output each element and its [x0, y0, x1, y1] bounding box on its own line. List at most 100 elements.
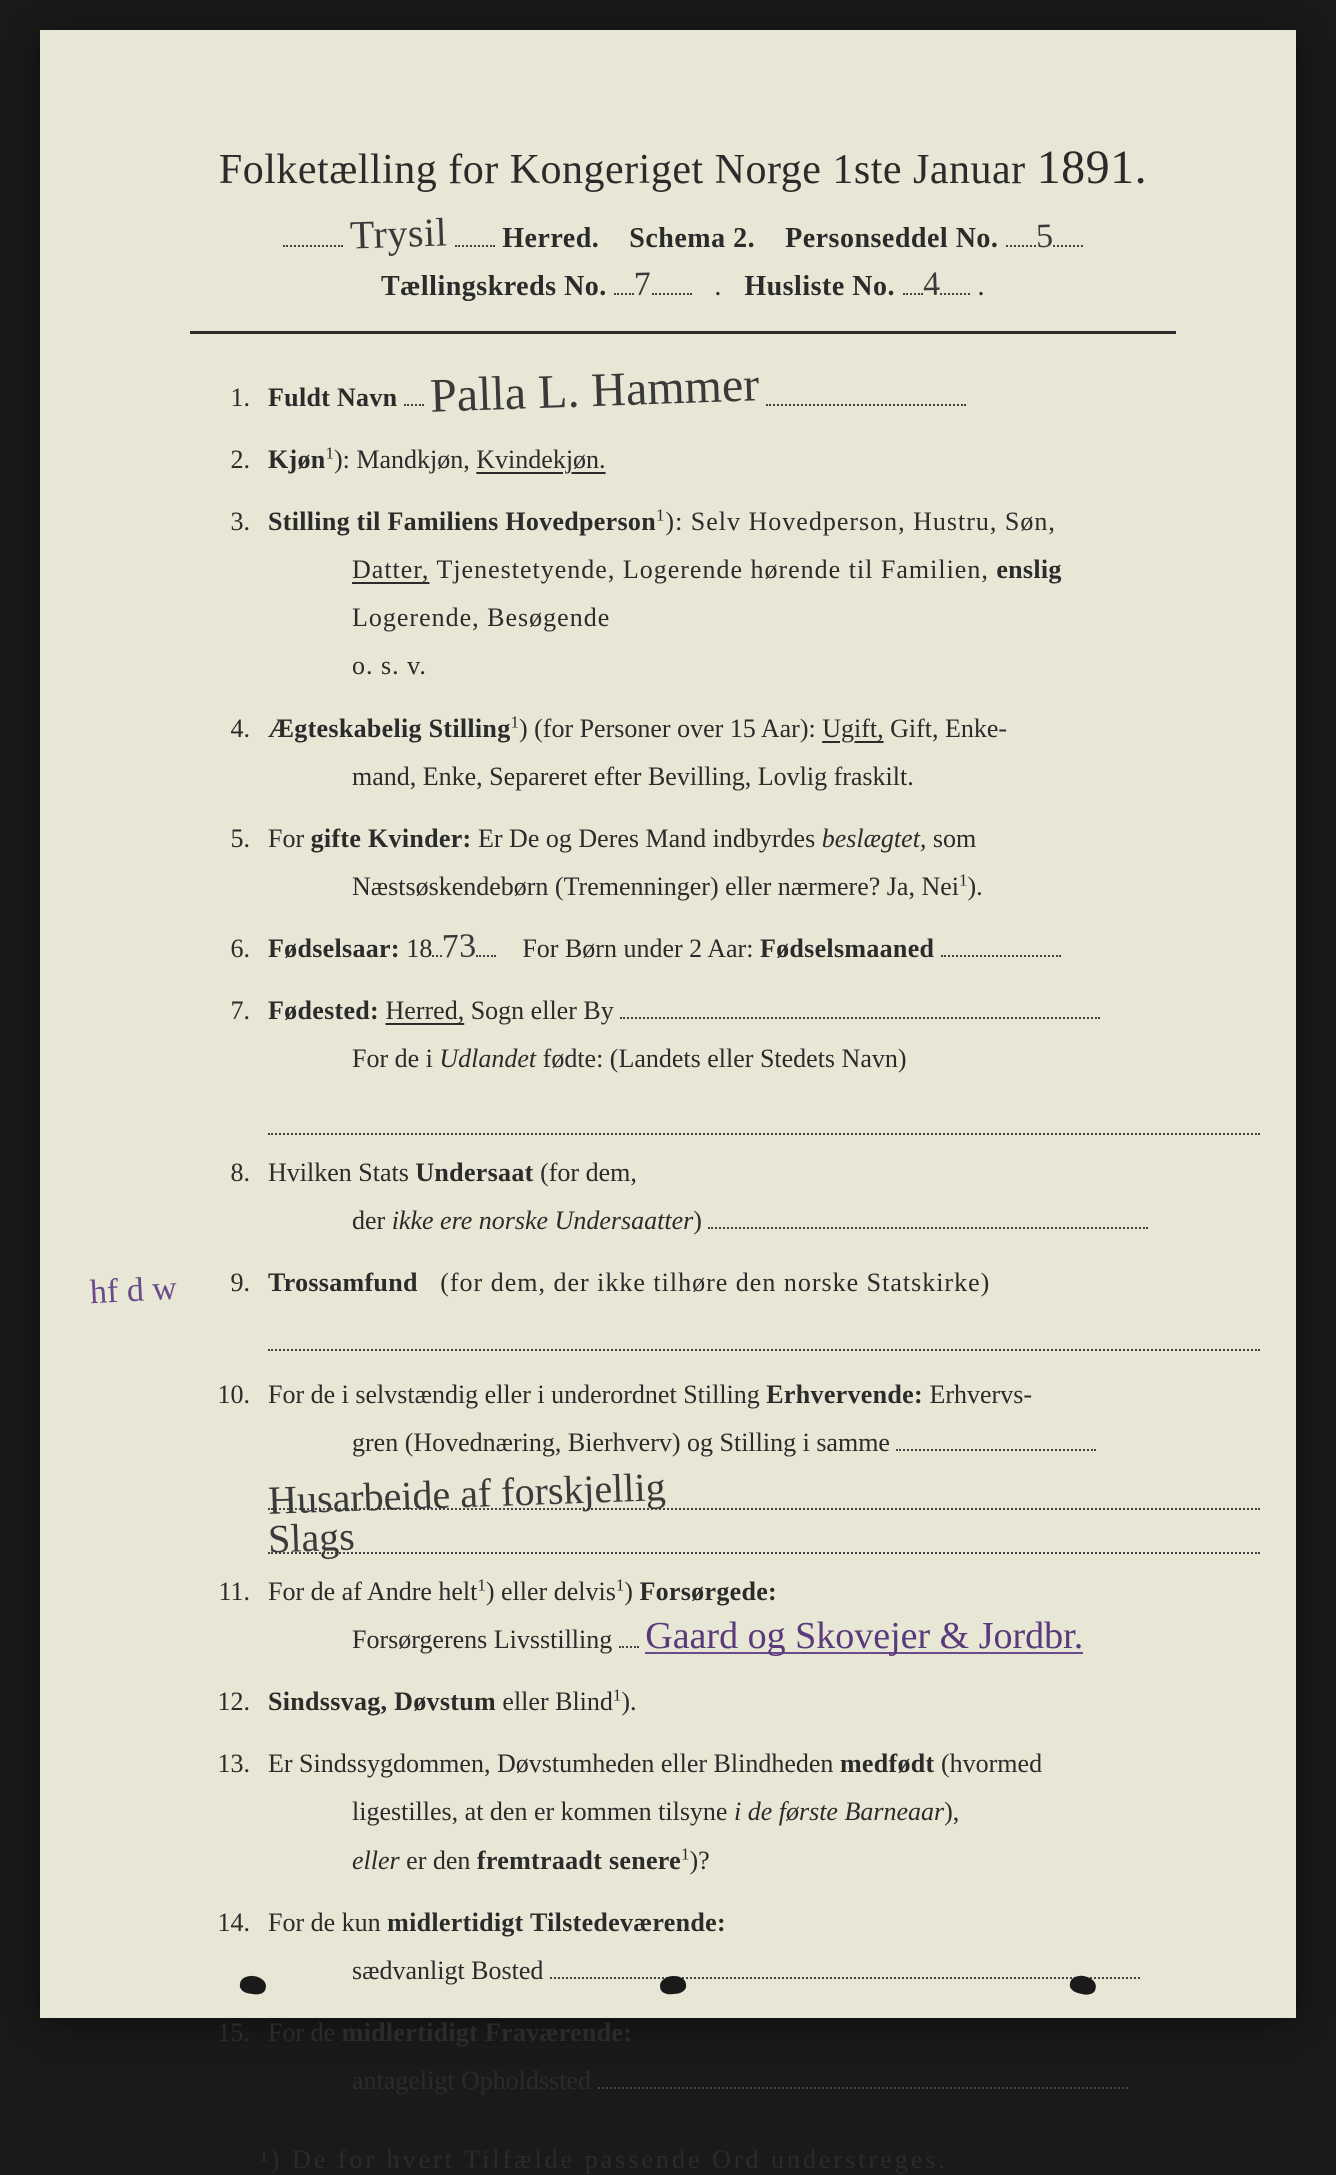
footnote: ¹) De for hvert Tilfælde passende Ord un… [190, 2145, 1176, 2175]
q9-dotted-line [268, 1307, 1260, 1351]
kreds-label: Tællingskreds No. [381, 271, 607, 302]
dots [766, 404, 966, 406]
q11-text: eller delvis [501, 1577, 616, 1606]
q10-label: Erhvervende: [766, 1380, 923, 1409]
q8-label: Undersaat [415, 1158, 533, 1187]
q3-label: Stilling til Familiens Hovedperson [268, 507, 656, 536]
q13-line3b: er den [406, 1846, 470, 1875]
q1-label: Fuldt Navn [268, 383, 397, 412]
q10-hand2: Slags [268, 1525, 355, 1552]
item-body: For gifte Kvinder: Er De og Deres Mand i… [268, 815, 1176, 911]
q13-line3a: eller [352, 1846, 400, 1875]
item-number: 9. [190, 1259, 268, 1351]
dots [283, 217, 343, 247]
q6-text: For Børn under 2 Aar: [522, 934, 753, 963]
q7-label: Fødested: [268, 996, 379, 1025]
q13-italic: i de første Barneaar [734, 1797, 944, 1826]
dots [619, 1620, 639, 1648]
sup: 1 [681, 1844, 689, 1863]
item-body: Fuldt Navn Palla L. Hammer [268, 374, 1176, 422]
item-body: For de midlertidigt Fraværende: antageli… [268, 2009, 1176, 2105]
q9-text: (for dem, der ikke tilhøre den norske St… [440, 1268, 990, 1297]
husliste-label: Husliste No. [744, 271, 895, 302]
q3-line3: Logerende, Besøgende [268, 594, 1176, 642]
item-body: Hvilken Stats Undersaat (for dem, der ik… [268, 1149, 1176, 1245]
dots [1053, 217, 1083, 247]
q6-year-hand: 73 [442, 936, 477, 958]
q5-text: som [933, 824, 976, 853]
census-document: Folketælling for Kongeriget Norge 1ste J… [40, 30, 1296, 2018]
item-body: Ægteskabelig Stilling1) (for Personer ov… [268, 705, 1176, 801]
item-3: 3. Stilling til Familiens Hovedperson1):… [190, 498, 1176, 690]
q8-text: Hvilken Stats [268, 1158, 409, 1187]
document-header: Folketælling for Kongeriget Norge 1ste J… [190, 140, 1176, 303]
item-number: 10. [190, 1371, 268, 1554]
q5-for: For [268, 824, 304, 853]
title-text: Folketælling for Kongeriget Norge 1ste J… [219, 147, 1026, 193]
q6-label: Fødselsaar: [268, 934, 400, 963]
item-body: For de kun midlertidigt Tilstedeværende:… [268, 1899, 1176, 1995]
dots [708, 1227, 1148, 1229]
sup: 1 [616, 1575, 624, 1594]
q7-line2b: fødte: (Landets eller Stedets Navn) [543, 1044, 907, 1073]
q10-hand1: Husarbeide af forskjellig [268, 1476, 666, 1514]
footnote-text: De for hvert Tilfælde passende Ord under… [292, 2145, 948, 2174]
page-background: Folketælling for Kongeriget Norge 1ste J… [0, 0, 1336, 2048]
q13-text: (hvormed [941, 1749, 1042, 1778]
item-12: 12. Sindssvag, Døvstum eller Blind1). [190, 1678, 1176, 1726]
item-15: 15. For de midlertidigt Fraværende: anta… [190, 2009, 1176, 2105]
item-8: 8. Hvilken Stats Undersaat (for dem, der… [190, 1149, 1176, 1245]
header-line-2: Trysil Herred. Schema 2. Personseddel No… [190, 217, 1176, 255]
q8-text: (for dem, [540, 1158, 637, 1187]
q3-text: Selv Hovedperson, Hustru, Søn, [691, 507, 1056, 536]
dots [896, 1449, 1096, 1451]
q12-label: Sindssvag, Døvstum [268, 1687, 496, 1716]
q11-hand-purple: Gaard og Skovejer & Jordbr. [645, 1621, 1083, 1653]
item-body: Kjøn1): Mandkjøn, Kvindekjøn. [268, 436, 1176, 484]
item-number: 13. [190, 1740, 268, 1884]
item-body: Trossamfund (for dem, der ikke tilhøre d… [268, 1259, 1176, 1351]
q10-line2: gren (Hovednæring, Bierhverv) og Stillin… [352, 1428, 890, 1457]
q6-label2: Fødselsmaaned [760, 934, 934, 963]
item-number: 8. [190, 1149, 268, 1245]
q14-text: For de kun [268, 1908, 381, 1937]
q10-text: Erhvervs- [929, 1380, 1032, 1409]
form-items: 1. Fuldt Navn Palla L. Hammer 2. Kjøn1):… [190, 374, 1176, 2105]
q13-indent: ligestilles, at den er kommen tilsyne i … [268, 1788, 1176, 1836]
sup: 1 [613, 1686, 621, 1705]
title-year: 1891. [1037, 141, 1148, 194]
q8-italic: ikke ere norske Undersaatter [392, 1206, 694, 1235]
q3-line4: o. s. v. [268, 642, 1176, 690]
dots [941, 955, 1061, 957]
q14-line2: sædvanligt Bosted [352, 1956, 543, 1985]
q10-text: For de i selvstændig eller i underordnet… [268, 1380, 760, 1409]
item-13: 13. Er Sindssygdommen, Døvstumheden elle… [190, 1740, 1176, 1884]
q14-label: midlertidigt Tilstedeværende: [387, 1908, 726, 1937]
q4-label: Ægteskabelig Stilling [268, 714, 511, 743]
item-body: Fødselsaar: 1873 For Børn under 2 Aar: F… [268, 925, 1176, 973]
item-body: Stilling til Familiens Hovedperson1): Se… [268, 498, 1176, 690]
q5-text: Er De og Deres Mand indbyrdes [478, 824, 815, 853]
dots [476, 929, 496, 957]
q15-line2: antageligt Opholdssted [352, 2066, 591, 2095]
q7-indent: For de i Udlandet fødte: (Landets eller … [268, 1035, 1176, 1083]
dots [620, 1017, 1100, 1019]
dots [614, 265, 634, 295]
herred-handwritten: Trysil [350, 220, 448, 247]
margin-annotation: hf d w [88, 1258, 178, 1325]
q5-italic: beslægtet, [822, 824, 927, 853]
item-7: 7. Fødested: Herred, Sogn eller By For d… [190, 987, 1176, 1135]
item-number: 5. [190, 815, 268, 911]
item-number: 4. [190, 705, 268, 801]
item-6: 6. Fødselsaar: 1873 For Børn under 2 Aar… [190, 925, 1176, 973]
q7-selected: Herred, [386, 996, 465, 1025]
q13-bold: medfødt [840, 1749, 935, 1778]
dots [404, 378, 424, 406]
q2-label: Kjøn [268, 445, 326, 474]
item-10: 10. For de i selvstændig eller i underor… [190, 1371, 1176, 1554]
q7-dotted-line [268, 1091, 1260, 1135]
item-body: Fødested: Herred, Sogn eller By For de i… [268, 987, 1176, 1135]
item-number: 1. [190, 374, 268, 422]
personseddel-label: Personseddel No. [785, 223, 998, 254]
husliste-no: 4 [922, 275, 940, 296]
